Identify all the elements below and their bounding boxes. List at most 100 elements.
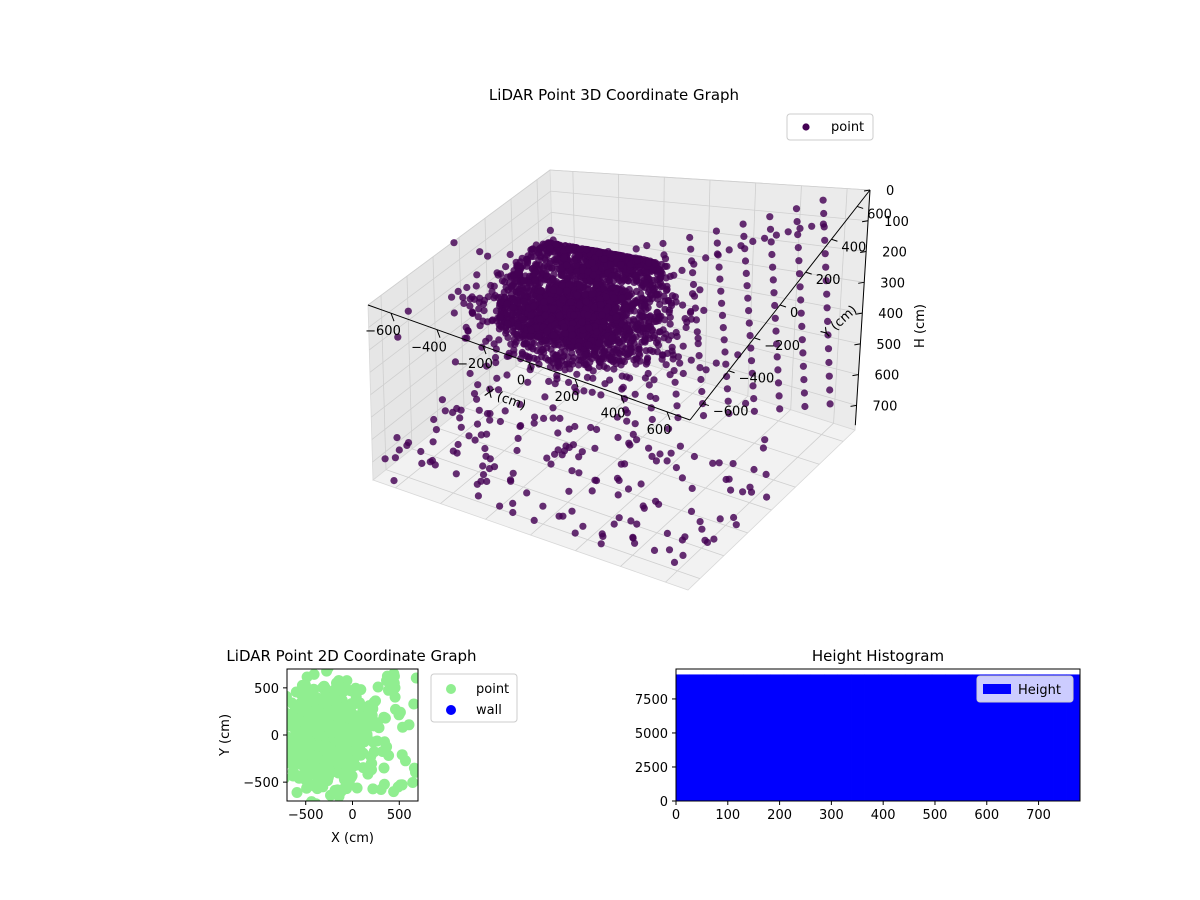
data-point: [536, 287, 544, 295]
data-point: [543, 327, 551, 335]
data-point: [637, 480, 645, 488]
data-point: [341, 744, 353, 756]
data-point: [477, 431, 485, 439]
data-point: [351, 782, 363, 794]
data-point: [549, 404, 557, 412]
data-point: [503, 371, 511, 379]
data-point: [611, 305, 620, 313]
data-point: [642, 347, 650, 355]
data-point: [600, 255, 608, 263]
data-point: [776, 405, 784, 413]
legend-2d: point wall: [430, 673, 518, 723]
data-point: [713, 239, 721, 247]
data-point: [701, 536, 709, 544]
data-point: [344, 703, 356, 715]
histogram-bar: [878, 674, 892, 801]
data-point: [512, 277, 521, 285]
histogram-bar: [918, 674, 933, 801]
data-point: [432, 426, 440, 434]
data-point: [823, 290, 831, 298]
data-point: [723, 372, 731, 381]
data-point: [613, 273, 622, 281]
data-point: [624, 485, 633, 493]
data-point: [569, 320, 577, 328]
data-point: [618, 372, 626, 380]
data-point: [636, 319, 645, 327]
z-tick: [850, 404, 857, 407]
data-point: [509, 304, 517, 312]
data-point: [296, 769, 308, 781]
data-point: [333, 791, 345, 801]
histogram-bar: [783, 674, 798, 801]
data-point: [682, 323, 690, 332]
data-point: [734, 351, 742, 359]
data-point: [479, 462, 487, 470]
data-point: [666, 320, 674, 328]
data-point: [563, 287, 571, 295]
data-point: [679, 301, 687, 309]
legend-marker: [446, 705, 456, 715]
data-point: [560, 254, 568, 262]
x-tick: [574, 378, 579, 388]
data-point: [648, 452, 656, 460]
data-point: [567, 325, 576, 333]
data-point: [617, 261, 625, 269]
data-point: [750, 395, 758, 403]
data-point: [549, 305, 557, 313]
data-point: [568, 272, 577, 280]
data-point: [393, 709, 405, 721]
axes-frame-hist: [675, 668, 1081, 802]
data-point: [821, 250, 829, 258]
x-tick: [436, 329, 441, 338]
data-point: [483, 430, 491, 438]
grid-line: [380, 295, 387, 470]
data-point: [656, 300, 664, 309]
data-point: [799, 362, 808, 370]
data-point: [491, 353, 500, 362]
x-tick-label: 0: [348, 808, 356, 823]
data-point: [698, 387, 706, 396]
data-point: [679, 551, 687, 560]
histogram-bar: [756, 674, 771, 801]
z-tick-label: 400: [878, 307, 903, 322]
data-point: [381, 741, 393, 753]
data-point: [552, 351, 560, 359]
data-point: [496, 313, 504, 322]
data-point: [740, 232, 748, 240]
y-tick-label: 400: [841, 240, 866, 255]
data-point: [441, 407, 449, 415]
data-point: [474, 381, 482, 389]
histogram-bar: [689, 674, 704, 801]
data-point: [323, 766, 335, 778]
data-point: [367, 783, 379, 795]
data-point: [568, 507, 576, 515]
data-point: [598, 311, 606, 319]
data-point: [716, 275, 724, 283]
data-point: [727, 486, 735, 494]
data-point: [739, 488, 747, 496]
data-point: [543, 272, 551, 280]
data-point: [330, 719, 342, 731]
x-tick-label: 200: [767, 808, 792, 823]
data-point: [749, 237, 757, 245]
data-point: [597, 301, 605, 309]
data-point: [538, 346, 546, 354]
data-point: [692, 316, 701, 324]
data-point: [668, 343, 676, 351]
data-point: [503, 309, 511, 317]
data-point: [438, 396, 446, 404]
data-point: [274, 700, 285, 711]
y-tick: [831, 238, 838, 242]
data-point: [608, 334, 616, 342]
data-point: [493, 374, 501, 382]
data-point: [525, 279, 533, 287]
data-point: [771, 301, 779, 310]
data-point: [772, 231, 781, 239]
data-point: [663, 529, 672, 538]
data-point: [529, 302, 538, 310]
data-point: [742, 269, 750, 277]
z-axis-3d: 0 100 200 300 400 500 600 700 H (cm): [850, 184, 928, 426]
data-point: [798, 322, 806, 330]
data-point: [479, 471, 488, 479]
grid-line: [551, 211, 867, 252]
